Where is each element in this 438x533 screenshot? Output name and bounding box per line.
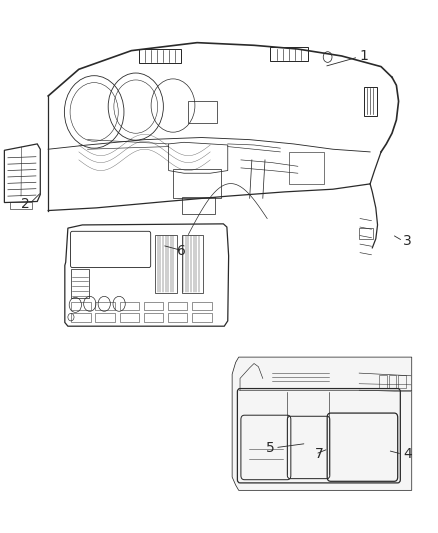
Bar xyxy=(173,169,221,198)
Bar xyxy=(192,302,212,310)
Text: 4: 4 xyxy=(403,447,412,461)
Bar xyxy=(144,302,163,310)
Bar xyxy=(168,302,187,310)
Bar xyxy=(398,375,406,388)
Bar xyxy=(120,302,139,310)
Text: 3: 3 xyxy=(403,234,412,248)
Bar xyxy=(182,197,215,214)
Bar xyxy=(71,269,89,298)
Bar xyxy=(289,152,324,184)
Bar xyxy=(389,375,396,388)
Text: 7: 7 xyxy=(315,447,324,461)
Polygon shape xyxy=(232,357,412,490)
Text: 5: 5 xyxy=(266,441,275,455)
Bar xyxy=(95,302,115,310)
Bar xyxy=(155,235,177,293)
Bar xyxy=(192,313,212,322)
Text: 1: 1 xyxy=(359,49,368,63)
Bar xyxy=(71,313,91,322)
Bar xyxy=(144,313,163,322)
Bar xyxy=(71,302,91,310)
Bar xyxy=(10,202,32,209)
Bar xyxy=(182,235,203,293)
Bar xyxy=(359,228,373,239)
Bar xyxy=(379,375,387,388)
Bar xyxy=(168,313,187,322)
Bar xyxy=(188,101,217,123)
Text: 2: 2 xyxy=(21,197,30,211)
Bar xyxy=(120,313,139,322)
Text: 6: 6 xyxy=(177,244,186,257)
Bar xyxy=(95,313,115,322)
